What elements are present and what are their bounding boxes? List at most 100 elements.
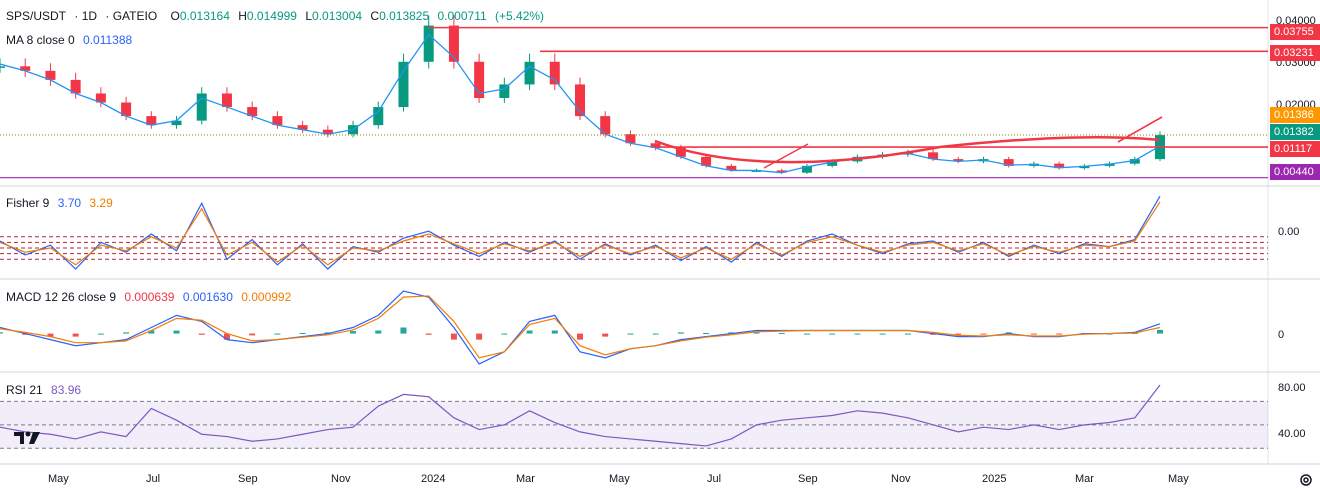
candle-body — [247, 107, 258, 117]
candle-body — [1003, 159, 1014, 166]
macd-histogram-bar — [803, 333, 810, 335]
macd-histogram-bar — [97, 333, 104, 335]
candle-body — [196, 93, 207, 121]
candle-body — [575, 84, 585, 117]
macd-histogram-bar — [223, 333, 230, 340]
fisher-label: Fisher 9 — [6, 196, 50, 210]
candle-body — [928, 152, 939, 160]
macd-histogram-bar — [728, 332, 735, 334]
macd-histogram-bar — [274, 333, 281, 335]
candle-body — [474, 61, 485, 98]
ma-label: MA 8 close 0 — [6, 33, 75, 47]
candle-body — [650, 143, 661, 148]
fisher-value: 3.70 — [57, 196, 82, 210]
macd-histogram-bar — [425, 333, 432, 335]
rsi-axis-label: 40.00 — [1278, 428, 1306, 440]
close-value: 0.013825 — [379, 9, 430, 23]
macd-histogram-bar — [879, 333, 886, 335]
candle-body — [1054, 163, 1065, 169]
price-tag-high: 0.01386 — [1270, 107, 1320, 123]
symbol-text: SPS/USDT — [6, 9, 67, 23]
macd-line-value: 0.001630 — [182, 290, 233, 304]
macd-histogram-bar — [829, 333, 836, 335]
macd-histogram-bar — [400, 327, 407, 334]
fisher-legend[interactable]: Fisher 9 3.70 3.29 — [6, 196, 118, 210]
price-tag-neckline: 0.01117 — [1270, 141, 1320, 157]
macd-histogram-bar — [1056, 333, 1063, 335]
interval-text: 1D — [81, 9, 98, 23]
macd-histogram-bar — [778, 332, 785, 334]
rsi-axis-label: 80.00 — [1278, 382, 1306, 394]
candle-body — [524, 61, 535, 85]
x-axis-label: Jul — [146, 473, 161, 485]
x-axis-label: Nov — [331, 473, 351, 485]
fisher-trigger-line — [0, 201, 1161, 266]
change-value: 0.000711 — [437, 9, 487, 23]
macd-histogram-bar — [677, 332, 684, 334]
macd-histogram-bar — [1030, 333, 1037, 335]
rsi-label: RSI 21 — [6, 383, 43, 397]
cup-arc — [654, 135, 1161, 164]
macd-histogram-bar — [501, 333, 508, 335]
macd-histogram-bar — [350, 331, 357, 334]
candle-body — [95, 93, 106, 103]
candle-body — [801, 165, 812, 173]
macd-label: MACD 12 26 close 9 — [6, 290, 117, 304]
x-axis-label: Mar — [516, 473, 535, 485]
price-tag-resistance-1: 0.03755 — [1270, 24, 1320, 40]
x-axis-label: May — [48, 473, 69, 485]
candle-body — [146, 116, 157, 126]
candle-body — [45, 70, 56, 80]
macd-histogram-bar — [627, 333, 634, 335]
candle-body — [448, 25, 459, 62]
candle-body — [121, 102, 132, 117]
ma-legend[interactable]: MA 8 close 0 0.011388 — [6, 33, 137, 47]
macd-histogram-bar — [1157, 329, 1163, 334]
rsi-line — [0, 384, 1161, 447]
macd-histogram-bar — [980, 333, 987, 335]
macd-hist-value: 0.000639 — [124, 290, 175, 304]
candle-body — [398, 61, 409, 108]
candle-body — [221, 93, 232, 108]
x-axis-label: 2025 — [982, 473, 1007, 485]
candle-body — [499, 84, 510, 98]
macd-histogram-bar — [173, 330, 180, 334]
symbol-title[interactable]: SPS/USDT · 1D · GATEIO — [6, 9, 158, 23]
fisher-fisher-line — [0, 195, 1161, 270]
macd-histogram-bar — [123, 332, 130, 334]
candle-body — [776, 170, 787, 173]
candle-body — [827, 161, 838, 166]
macd-histogram-bar — [249, 333, 256, 336]
candle-body — [171, 120, 182, 126]
trend-line — [763, 143, 809, 169]
macd-histogram-bar — [703, 332, 710, 334]
macd-histogram-bar — [551, 330, 558, 334]
macd-signal-value: 0.000992 — [241, 290, 292, 304]
candle-body — [600, 116, 611, 135]
rsi-value: 83.96 — [51, 383, 82, 397]
price-tag-last: 0.01382 — [1270, 124, 1320, 140]
macd-histogram-bar — [526, 330, 533, 334]
settings-gear-icon[interactable] — [1296, 470, 1316, 490]
candle-body — [751, 170, 762, 172]
macd-histogram-bar — [148, 330, 155, 334]
macd-histogram-bar — [602, 333, 609, 337]
candle-body — [423, 25, 434, 62]
x-axis-label: May — [609, 473, 630, 485]
price-tag-resistance-2: 0.03231 — [1270, 45, 1320, 61]
macd-histogram-bar — [904, 333, 911, 335]
rsi-legend[interactable]: RSI 21 83.96 — [6, 383, 86, 397]
x-axis-label: Sep — [238, 473, 258, 485]
tradingview-logo-icon[interactable] — [12, 428, 42, 448]
breakout-line — [1117, 116, 1163, 143]
x-axis-label: Nov — [891, 473, 911, 485]
macd-legend[interactable]: MACD 12 26 close 9 0.000639 0.001630 0.0… — [6, 290, 296, 304]
candle-body — [953, 159, 964, 162]
macd-histogram-bar — [854, 333, 861, 335]
candle-body — [0, 66, 5, 68]
candle-body — [549, 61, 560, 85]
macd-axis-label: 0 — [1278, 329, 1285, 341]
candle-body — [20, 66, 31, 71]
x-axis-label: Jul — [707, 473, 722, 485]
